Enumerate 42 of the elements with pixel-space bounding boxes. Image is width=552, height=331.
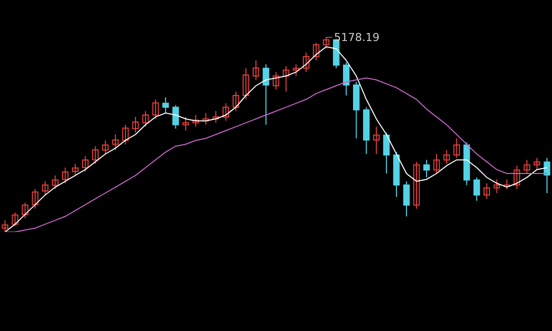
candlestick	[72, 163, 79, 176]
candlestick	[22, 202, 28, 219]
candlestick	[92, 146, 99, 164]
candlestick	[433, 154, 440, 174]
candlestick	[182, 116, 189, 132]
candlestick	[62, 167, 68, 184]
candlestick	[292, 64, 300, 76]
annotation: 5178.19	[334, 31, 380, 44]
candlestick	[252, 60, 260, 80]
candlestick	[2, 220, 8, 232]
candlestick	[152, 98, 159, 120]
candlestick	[443, 150, 450, 164]
candlestick	[52, 174, 58, 190]
candlestick	[302, 52, 310, 73]
candlestick	[142, 110, 149, 128]
candlestick	[322, 37, 330, 50]
candlestick	[242, 68, 250, 100]
candlestick	[82, 155, 89, 172]
candlestick	[222, 102, 230, 122]
candlestick	[42, 180, 48, 196]
candlestick	[192, 114, 199, 128]
candlestick	[453, 138, 460, 158]
candlestick	[32, 188, 38, 210]
candlestick	[122, 124, 129, 145]
candlestick	[272, 72, 280, 90]
candlestick	[494, 178, 500, 194]
candlestick	[312, 42, 320, 61]
candlestick	[524, 159, 530, 174]
candlestick	[212, 110, 220, 124]
candlestick	[514, 165, 520, 190]
candlestick	[282, 66, 290, 92]
candlestick	[12, 212, 18, 227]
candlestick	[132, 116, 139, 134]
candlestick	[504, 178, 510, 190]
candlestick	[484, 182, 490, 200]
candlestick	[102, 140, 109, 154]
candlestick	[373, 126, 380, 154]
candlestick	[202, 112, 210, 126]
candlestick	[534, 157, 540, 170]
candlestick	[232, 91, 240, 112]
candlestick	[112, 134, 119, 151]
candlestick	[413, 161, 420, 210]
